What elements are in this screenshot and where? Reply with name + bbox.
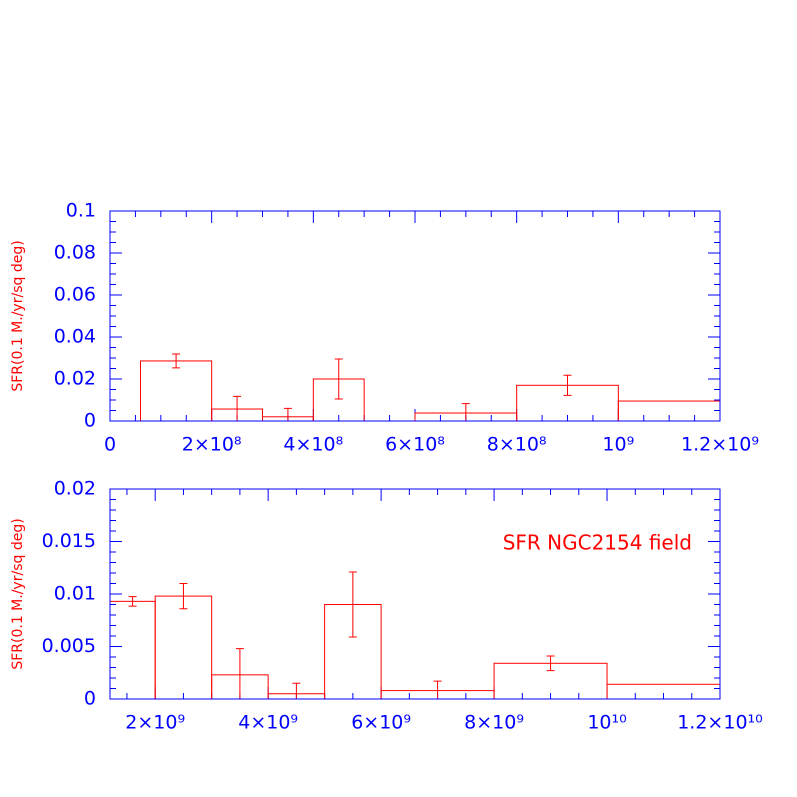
y-tick-label: 0 (84, 688, 96, 710)
x-tick-label: 4×10⁸ (283, 434, 343, 456)
error-bar (546, 655, 555, 672)
error-bar (233, 395, 242, 421)
x-tick-label: 8×10⁸ (487, 434, 547, 456)
x-tick-label: 4×10⁹ (238, 712, 298, 734)
y-tick-label: 0.06 (54, 284, 96, 306)
x-tick-label: 6×10⁸ (385, 434, 445, 456)
y-axis-label: SFR(0.1 M./yr/sq deg) (10, 240, 26, 391)
annotation: SFR NGC2154 field (503, 531, 692, 555)
error-bar (461, 403, 470, 421)
error-bar (292, 682, 301, 699)
y-tick-label: 0.02 (54, 368, 96, 390)
y-tick-label: 0.015 (42, 530, 96, 552)
error-bar (128, 596, 137, 607)
bar (154, 595, 213, 700)
y-tick-label: 0.1 (66, 200, 96, 222)
panel: 0 0.005 0.01 0.015 0.02 2×10⁹ 4×10⁹ 6×10⁹ 8×10⁹ 1… (10, 478, 763, 734)
y-tick-label: 0.04 (54, 326, 96, 348)
bar (109, 600, 156, 700)
plot-frame (109, 210, 721, 422)
plot-frame (109, 488, 721, 700)
y-tick-label: 0 (84, 410, 96, 432)
error-bar (348, 571, 357, 638)
error-bar (235, 648, 244, 699)
x-tick-label: 1.2×10⁹ (681, 434, 759, 456)
x-tick-label: 10⁹ (602, 434, 634, 456)
y-tick-label: 0.08 (54, 242, 96, 264)
y-axis-label: SFR(0.1 M./yr/sq deg) (10, 518, 26, 669)
x-tick-label: 8×10⁹ (464, 712, 524, 734)
panel: 0 0.02 0.04 0.06 0.08 0.1 0 2×10⁸ 4×10⁸ 6×10⁸ 8×10… (10, 200, 759, 456)
error-bar (334, 358, 343, 400)
x-tick-label: 10¹⁰ (587, 712, 626, 734)
error-bar (433, 680, 442, 699)
error-bar (179, 583, 188, 610)
y-tick-label: 0.01 (54, 583, 96, 605)
y-tick-label: 0.02 (54, 478, 96, 500)
y-tick-label: 0.005 (42, 635, 96, 657)
error-bar (563, 374, 572, 396)
x-tick-label: 0 (104, 434, 116, 456)
x-tick-label: 2×10⁸ (182, 434, 242, 456)
x-tick-label: 1.2×10¹⁰ (677, 712, 763, 734)
x-tick-label: 6×10⁹ (351, 712, 411, 734)
bar (140, 360, 213, 422)
x-tick-label: 2×10⁹ (125, 712, 185, 734)
error-bar (172, 353, 181, 369)
error-bar (283, 407, 292, 421)
